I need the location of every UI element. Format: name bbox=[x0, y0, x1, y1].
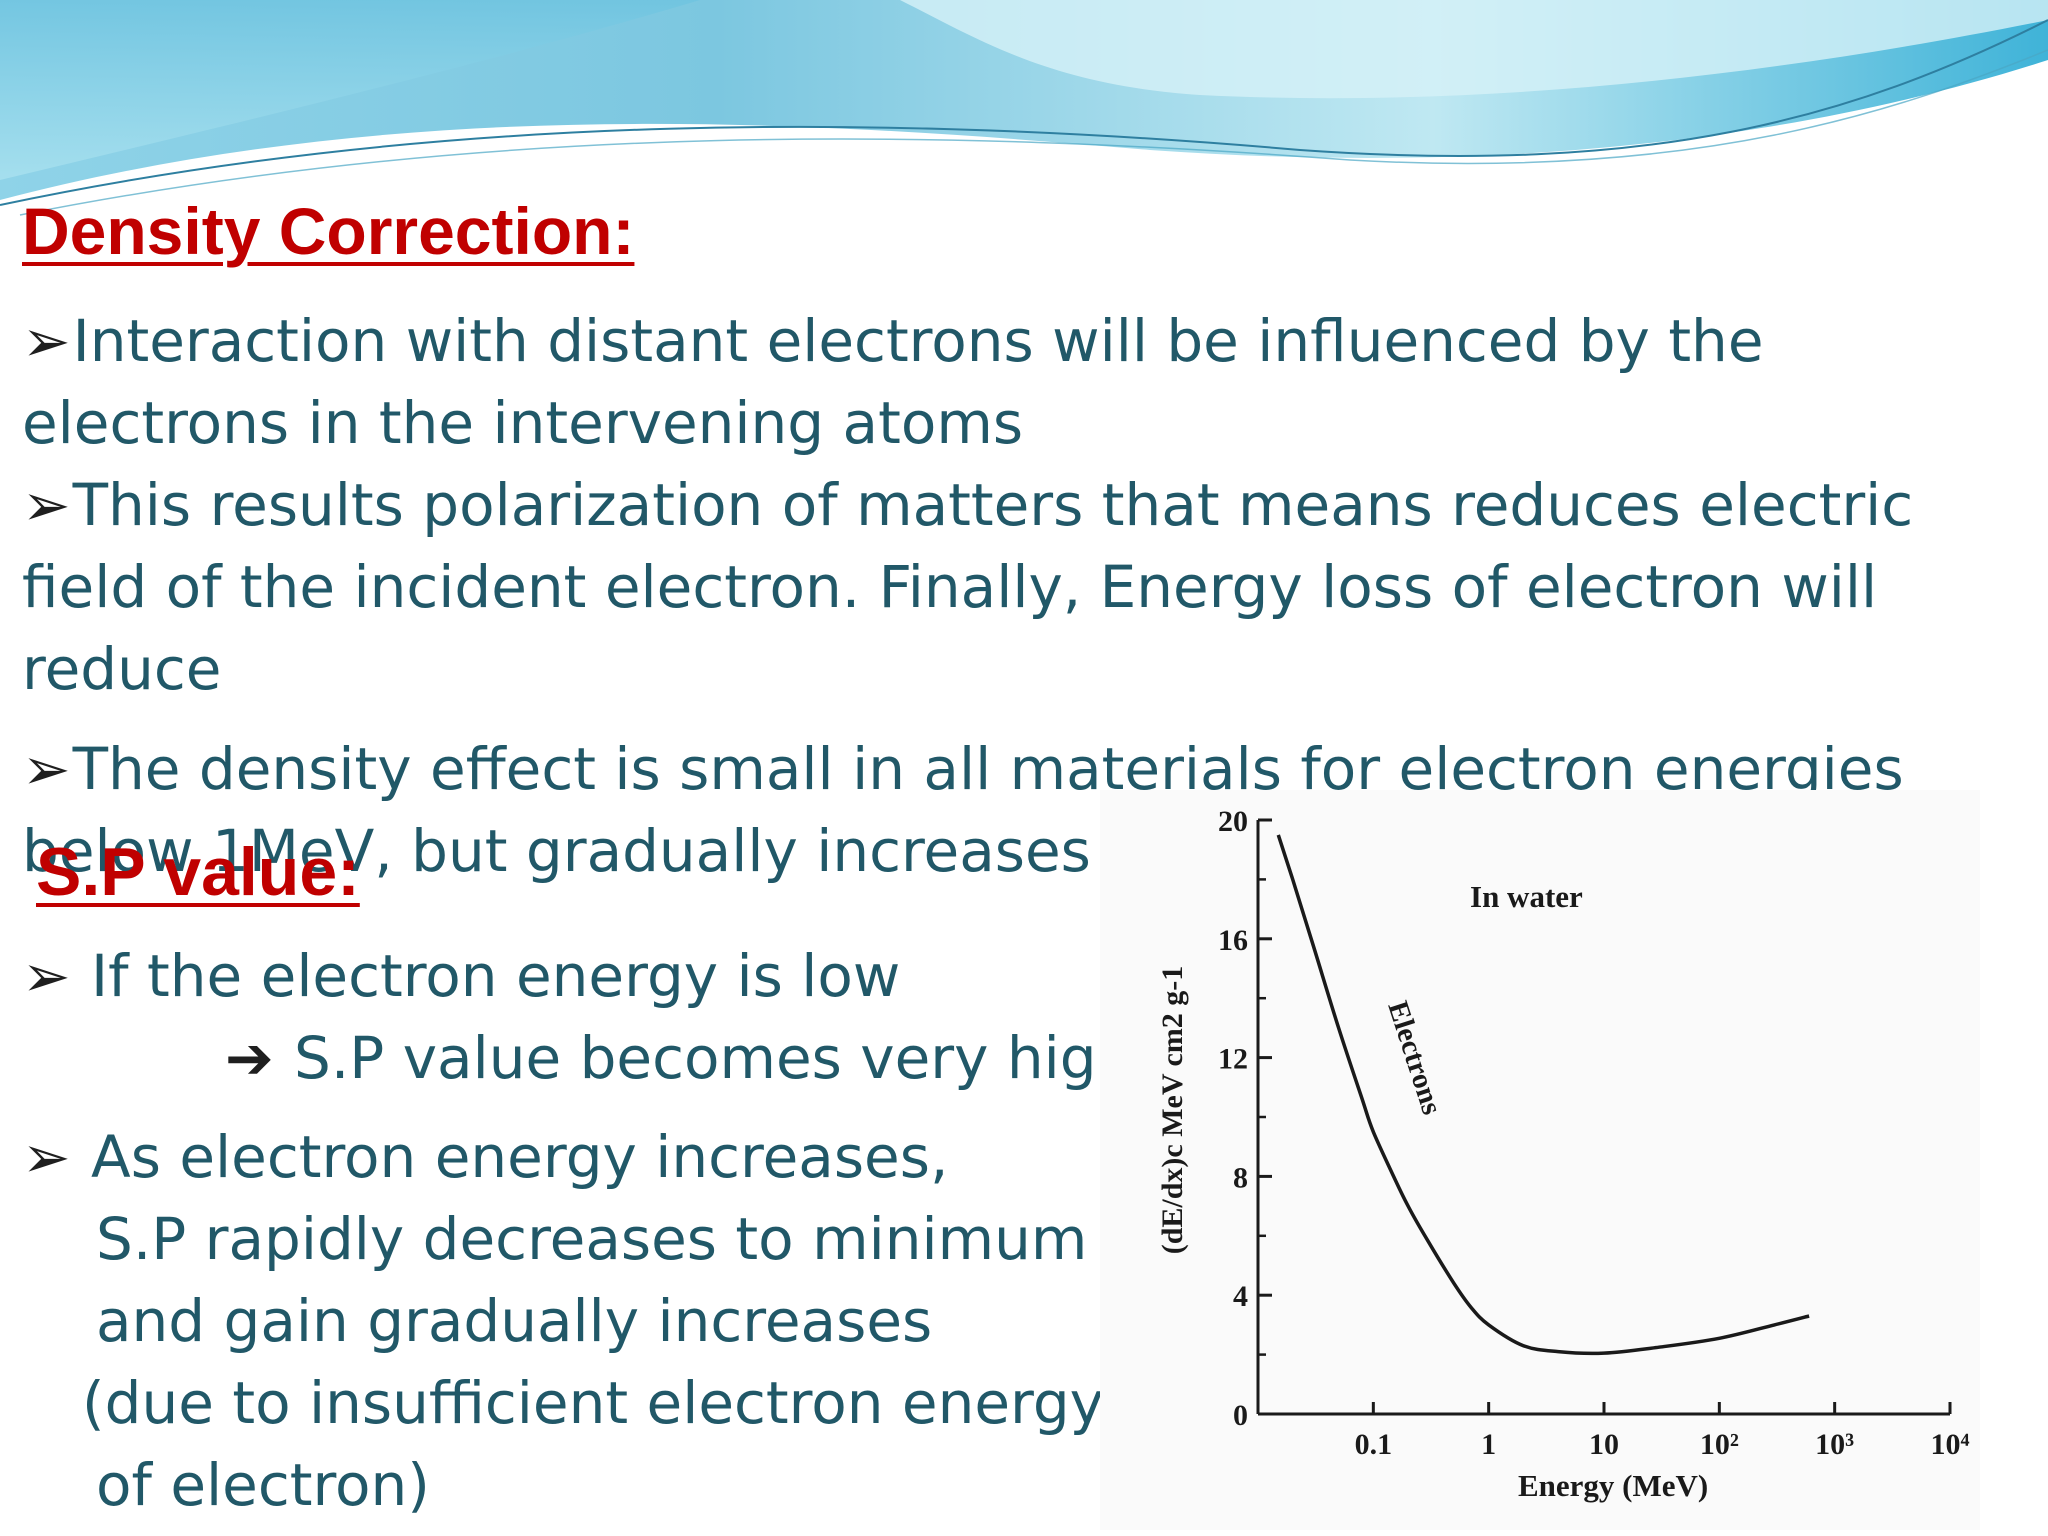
sp-bullet-2-line-1: As electron energy increases, bbox=[91, 1123, 949, 1191]
arrow-bullet-icon: ➢ bbox=[22, 307, 71, 375]
sp-bullet-1-text: If the electron energy is low bbox=[91, 942, 901, 1010]
y-tick-label: 20 bbox=[1218, 805, 1248, 838]
header-wave-decoration bbox=[0, 0, 2048, 216]
y-axis-label: (dE/dx)c MeV cm2 g-1 bbox=[1156, 966, 1189, 1255]
sp-bullet-2: ➢ As electron energy increases, bbox=[22, 1116, 948, 1198]
arrow-bullet-icon: ➢ bbox=[22, 1123, 71, 1191]
sp-bullet-2-line-4: (due to insufficient electron energy bbox=[82, 1369, 1104, 1437]
heading-density-correction: Density Correction: bbox=[22, 194, 635, 268]
arrow-bullet-icon: ➢ bbox=[22, 735, 71, 803]
density-bullet-1-text: Interaction with distant electrons will … bbox=[22, 307, 1764, 457]
arrow-bullet-icon: ➢ bbox=[22, 471, 71, 539]
y-tick-label: 0 bbox=[1233, 1399, 1248, 1432]
electron-stopping-power-curve bbox=[1276, 834, 1810, 1356]
x-tick-label: 10 bbox=[1589, 1428, 1619, 1461]
wave-line-1 bbox=[0, 19, 2048, 206]
wave-band-deep bbox=[0, 0, 700, 180]
arrow-bullet-icon: ➢ bbox=[22, 942, 71, 1010]
x-axis-label: Energy (MeV) bbox=[1518, 1468, 1708, 1503]
density-bullet-2: ➢This results polarization of matters th… bbox=[22, 464, 2032, 710]
y-tick-label: 8 bbox=[1233, 1161, 1248, 1194]
sp-bullet-2-line-3: and gain gradually increases bbox=[96, 1287, 933, 1355]
sp-bullet-1-result: ➔ S.P value becomes very high bbox=[225, 1017, 1133, 1099]
y-tick-label: 16 bbox=[1218, 924, 1248, 957]
wave-line-2 bbox=[19, 49, 2048, 216]
density-bullet-1: ➢Interaction with distant electrons will… bbox=[22, 300, 2032, 464]
x-tick-label: 1 bbox=[1481, 1428, 1496, 1461]
x-tick-label: 10³ bbox=[1815, 1428, 1854, 1461]
sp-bullet-1: ➢ If the electron energy is low bbox=[22, 935, 900, 1017]
x-tick-label: 10² bbox=[1700, 1428, 1739, 1461]
x-tick-label: 0.1 bbox=[1355, 1428, 1393, 1461]
heading-sp-value: S.P value: bbox=[36, 834, 360, 910]
sp-bullet-2-line-5: of electron) bbox=[96, 1451, 430, 1519]
density-bullet-2-text: This results polarization of matters tha… bbox=[22, 471, 1914, 703]
x-tick-group: 0.1 1 10 10² 10³ 10⁴ bbox=[1355, 1402, 1970, 1461]
y-tick-label: 4 bbox=[1233, 1280, 1248, 1313]
chart-annotation: In water bbox=[1470, 879, 1583, 914]
wave-band-light bbox=[900, 0, 2048, 99]
x-tick-label: 10⁴ bbox=[1931, 1428, 1970, 1461]
y-tick-label: 12 bbox=[1218, 1043, 1248, 1076]
right-arrow-icon: ➔ bbox=[225, 1024, 274, 1092]
sp-bullet-1-sub-text: S.P value becomes very high bbox=[294, 1024, 1134, 1092]
sp-bullet-2-line-2: S.P rapidly decreases to minimum bbox=[96, 1205, 1088, 1273]
y-tick-group: 0 4 8 12 16 20 bbox=[1218, 805, 1272, 1432]
